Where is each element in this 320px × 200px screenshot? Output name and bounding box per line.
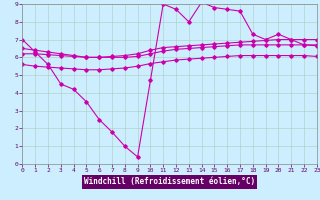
X-axis label: Windchill (Refroidissement éolien,°C): Windchill (Refroidissement éolien,°C) [84, 177, 255, 186]
